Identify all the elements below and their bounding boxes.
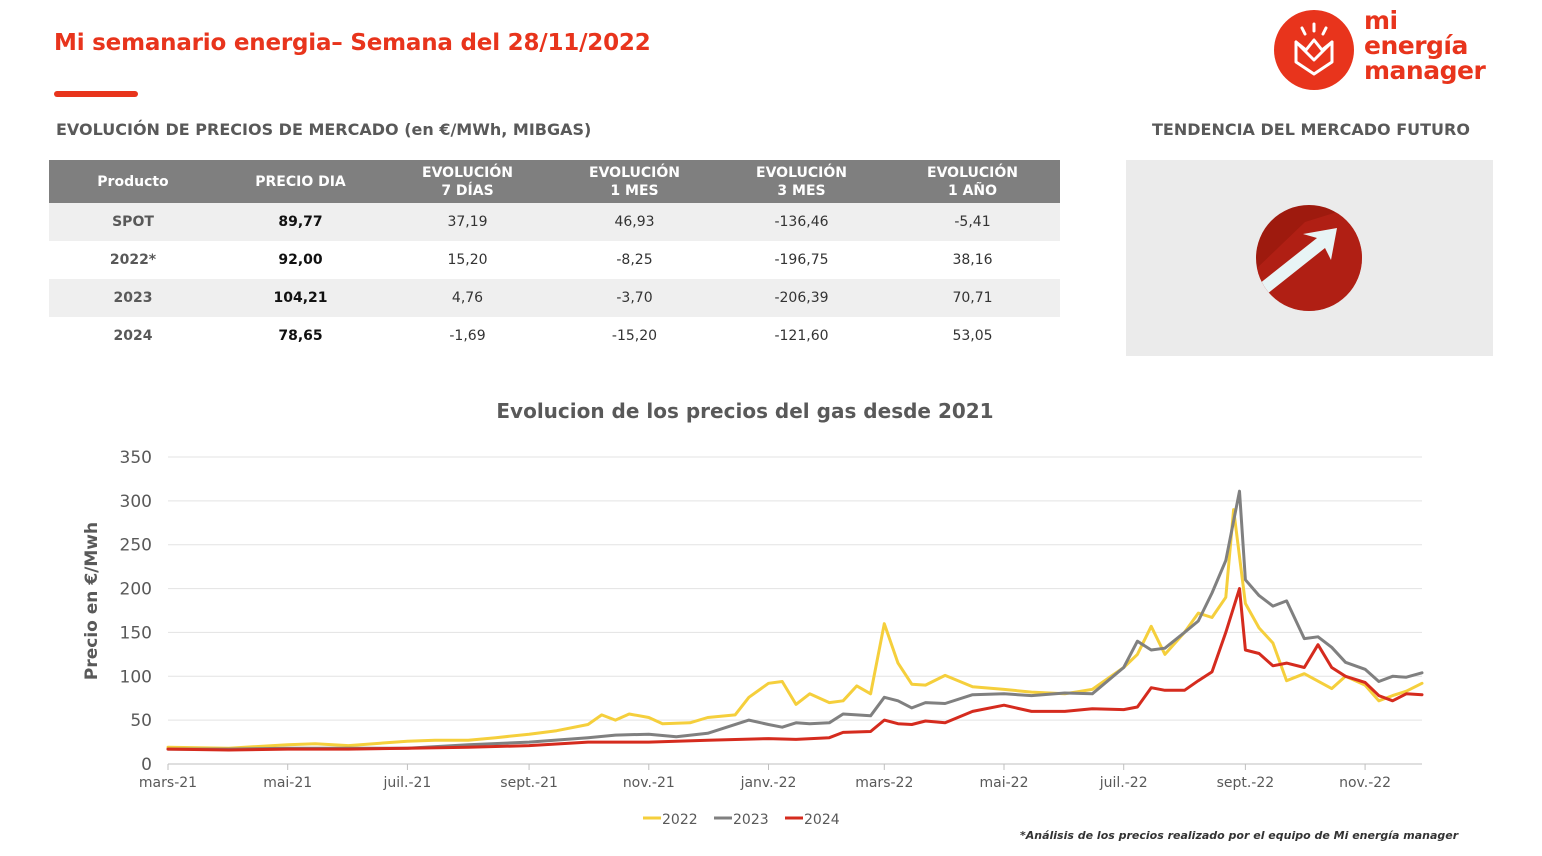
market-prices-title: EVOLUCIÓN DE PRECIOS DE MERCADO (en €/MW… [56,120,592,139]
series-lines [166,489,1424,752]
future-trend-title: TENDENCIA DEL MERCADO FUTURO [1152,120,1470,139]
column-header-evolution-1m: EVOLUCIÓN 1 MES [551,160,718,203]
legend-label-2023: 2023 [733,812,769,828]
day-price-cell: 92,00 [278,252,323,268]
x-tick-label: mai-21 [263,775,312,791]
title-underline [54,91,138,97]
x-tick-label: juil.-22 [1099,775,1148,791]
y-tick-label: 0 [141,755,152,775]
table-row: SPOT 89,77 37,19 46,93 -136,46 -5,41 [49,203,1060,241]
future-trend-panel [1126,160,1493,356]
product-cell: 2024 [113,328,153,344]
table-header-row: Producto PRECIO DIA EVOLUCIÓN 7 DÍAS EVOL… [49,160,1060,203]
column-header-evolution-3m: EVOLUCIÓN 3 MES [718,160,885,203]
evolution-1m-cell: -8,25 [616,252,653,268]
evolution-1y-cell: -5,41 [885,203,1060,241]
market-prices-table: Producto PRECIO DIA EVOLUCIÓN 7 DÍAS EVOL… [49,160,1060,355]
y-tick-label: 200 [120,580,152,600]
y-tick-label: 100 [120,667,152,687]
x-tick-label: mars-21 [139,775,197,791]
x-axis-ticks: mars-21 mai-21 juil.-21 sept.-21 nov.-21 janv… [139,764,1391,791]
evolution-3m-cell: -196,75 [774,252,829,268]
evolution-3m-cell: -121,60 [774,328,829,344]
legend: 2022 2023 2024 [643,812,840,828]
logo-line-3: manager [1364,56,1486,85]
evolution-1y-cell: 70,71 [885,279,1060,317]
table-row: 2022* 92,00 15,20 -8,25 -196,75 38,16 [49,241,1060,279]
x-tick-label: sept.-22 [1217,775,1275,791]
legend-label-2024: 2024 [804,812,840,828]
y-tick-label: 150 [120,623,152,643]
x-tick-label: nov.-21 [623,775,675,791]
gas-price-chart: Evolucion de los precios del gas desde 2… [82,399,1424,828]
evolution-1m-cell: -15,20 [611,328,658,344]
y-axis-label: Precio en €/Mwh [82,522,102,680]
y-tick-label: 300 [120,492,152,512]
evolution-7d-cell: -1,69 [449,328,486,344]
series-line-2022 [166,508,1424,750]
footnote: *Análisis de los precios realizado por e… [1020,829,1459,842]
evolution-1y-cell: 38,16 [952,252,993,268]
product-cell: 2023 [49,279,217,317]
x-tick-label: mars-22 [855,775,913,791]
logo-line-1: mi [1364,6,1398,35]
product-cell: 2022* [109,252,157,268]
logo-emblem-icon [1274,10,1354,90]
page-title: Mi semanario energia– Semana del 28/11/2… [54,30,651,56]
chart-title: Evolucion de los precios del gas desde 2… [496,399,993,423]
evolution-3m-cell: -136,46 [718,203,885,241]
y-axis-ticks: 0 50 100 150 200 250 300 350 [120,448,152,775]
arrow-up-right-icon [1256,205,1362,311]
x-tick-label: sept.-21 [500,775,558,791]
column-header-product: Producto [49,160,217,203]
y-tick-label: 50 [130,711,152,731]
evolution-1m-cell: 46,93 [551,203,718,241]
column-header-evolution-1y: EVOLUCIÓN 1 AÑO [885,160,1060,203]
column-header-evolution-7d: EVOLUCIÓN 7 DÍAS [384,160,551,203]
brand-logo: mi energía manager [1272,8,1502,94]
y-tick-label: 350 [120,448,152,468]
column-header-day-price: PRECIO DIA [217,160,384,203]
gridlines [168,456,1422,765]
evolution-7d-cell: 37,19 [384,203,551,241]
evolution-7d-cell: 15,20 [447,252,488,268]
evolution-3m-cell: -206,39 [718,279,885,317]
x-tick-label: mai-22 [980,775,1029,791]
evolution-1m-cell: -3,70 [551,279,718,317]
x-tick-label: nov.-22 [1339,775,1391,791]
series-line-2023 [166,489,1424,751]
day-price-cell: 104,21 [217,279,384,317]
evolution-1y-cell: 53,05 [952,328,993,344]
product-cell: SPOT [49,203,217,241]
evolution-7d-cell: 4,76 [384,279,551,317]
series-line-2024 [166,587,1424,752]
x-tick-label: janv.-22 [740,775,797,791]
y-tick-label: 250 [120,536,152,556]
logo-line-2: energía [1364,31,1468,60]
legend-label-2022: 2022 [662,812,698,828]
x-tick-label: juil.-21 [382,775,431,791]
day-price-cell: 78,65 [278,328,323,344]
day-price-cell: 89,77 [217,203,384,241]
table-row: 2024 78,65 -1,69 -15,20 -121,60 53,05 [49,317,1060,355]
table-row: 2023 104,21 4,76 -3,70 -206,39 70,71 [49,279,1060,317]
logo-wordmark: mi energía manager [1364,6,1486,85]
